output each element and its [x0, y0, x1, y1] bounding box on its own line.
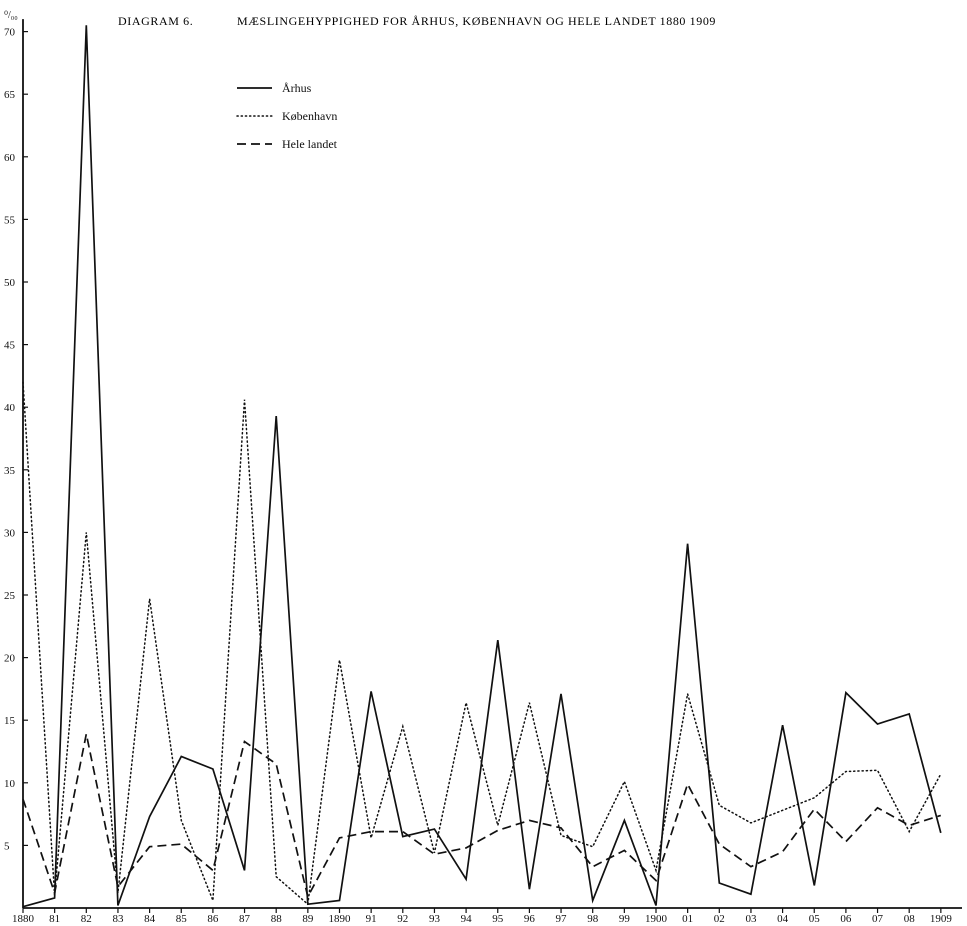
x-tick-label: 85	[176, 913, 188, 925]
x-tick-label: 03	[745, 913, 757, 925]
y-tick-label: 40	[4, 402, 16, 414]
x-tick-label: 05	[809, 913, 821, 925]
y-tick-label: 45	[4, 340, 16, 352]
x-tick-label: 1909	[930, 913, 953, 925]
series-line-dashed	[22, 733, 942, 900]
y-tick-label: 65	[4, 89, 16, 101]
diagram-label: DIAGRAM 6.	[118, 14, 193, 28]
y-tick-label: 50	[4, 277, 16, 289]
x-tick-label: 87	[239, 913, 251, 925]
x-tick-label: 1890	[329, 913, 352, 925]
x-tick-label: 06	[840, 913, 852, 925]
x-tick-label: 07	[872, 913, 884, 925]
x-tick-label: 99	[619, 913, 631, 925]
series-line-solid	[22, 25, 942, 908]
x-tick-label: 1900	[645, 913, 668, 925]
y-unit-label: ⁰/₀₀	[4, 10, 18, 21]
x-tick-label: 81	[49, 913, 60, 925]
x-tick-label: 95	[492, 913, 504, 925]
x-tick-label: 88	[271, 913, 283, 925]
x-tick-label: 01	[682, 913, 693, 925]
x-tick-label: 91	[366, 913, 377, 925]
series-line-dotted	[22, 381, 942, 906]
x-tick-label: 86	[207, 913, 219, 925]
legend-label: Hele landet	[282, 137, 338, 151]
x-tick-label: 04	[777, 913, 789, 925]
x-tick-label: 89	[302, 913, 314, 925]
x-tick-label: 98	[587, 913, 599, 925]
y-tick-label: 55	[4, 214, 16, 226]
x-tick-label: 92	[397, 913, 408, 925]
x-tick-label: 02	[714, 913, 725, 925]
y-tick-label: 60	[4, 152, 16, 164]
y-tick-label: 15	[4, 715, 16, 727]
axes	[22, 19, 962, 909]
legend: Århus København Hele landet	[236, 81, 338, 151]
x-tick-label: 96	[524, 913, 536, 925]
y-tick-label: 30	[4, 527, 16, 539]
y-tick-label: 10	[4, 778, 16, 790]
y-tick-label: 25	[4, 590, 16, 602]
x-ticks: 1880 81 82 83 84 85 86 87 88 89 1890 91 92 93 94 95 96 97…	[12, 908, 953, 925]
y-tick-label: 35	[4, 465, 16, 477]
x-tick-label: 93	[429, 913, 441, 925]
x-tick-label: 97	[556, 913, 568, 925]
x-tick-label: 83	[112, 913, 124, 925]
chart-title: MÆSLINGEHYPPIGHED FOR ÅRHUS, KØBENHAVN O…	[237, 14, 716, 28]
legend-label: Århus	[282, 81, 312, 95]
y-tick-label: 70	[4, 27, 16, 39]
y-tick-label: 20	[4, 653, 16, 665]
x-tick-label: 84	[144, 913, 156, 925]
x-tick-label: 94	[461, 913, 473, 925]
series-lines	[22, 25, 942, 908]
y-tick-label: 5	[4, 840, 10, 852]
x-tick-label: 1880	[12, 913, 35, 925]
x-tick-label: 82	[81, 913, 92, 925]
x-tick-label: 08	[904, 913, 916, 925]
y-ticks: 5 10 15 20 25 30 35 40 45 50 55 60 65 70	[4, 27, 28, 852]
legend-label: København	[282, 109, 337, 123]
